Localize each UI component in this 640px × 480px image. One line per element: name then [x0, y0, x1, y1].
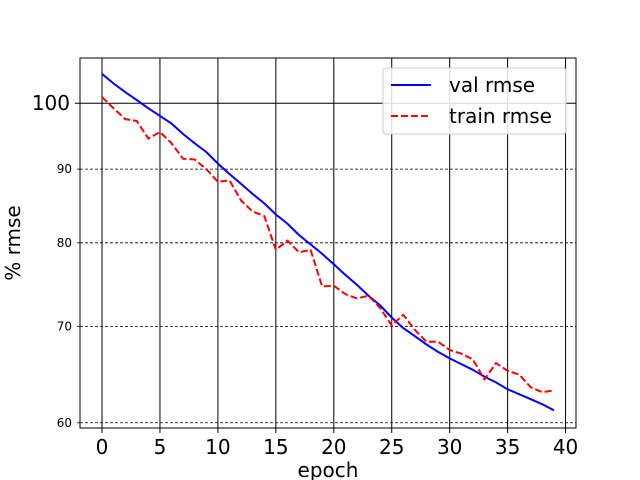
series-line — [101, 73, 555, 412]
legend-label: val rmse — [449, 73, 535, 97]
ticks: 0 5 10 15 20 25 30 35 40 100 60 70 80 90 — [32, 91, 578, 459]
series-line — [101, 96, 555, 394]
x-tick-label: 20 — [321, 435, 346, 459]
y-minor-tick-label: 70 — [57, 319, 72, 333]
x-tick-label: 5 — [154, 435, 167, 459]
x-tick-label: 35 — [495, 435, 520, 459]
x-tick-label: 30 — [437, 435, 462, 459]
y-axis-label: % rmse — [1, 205, 25, 280]
x-axis-label: epoch — [298, 458, 359, 480]
x-tick-label: 10 — [205, 435, 230, 459]
y-minor-tick-label: 80 — [57, 236, 72, 250]
legend-label: train rmse — [449, 104, 552, 128]
y-minor-tick-label: 60 — [57, 416, 72, 430]
x-tick-label: 40 — [553, 435, 578, 459]
x-tick-label: 15 — [263, 435, 288, 459]
y-minor-tick-label: 90 — [57, 162, 72, 176]
y-major-tick-label: 100 — [32, 91, 70, 115]
x-tick-label: 0 — [96, 435, 109, 459]
x-tick-label: 25 — [379, 435, 404, 459]
legend: val rmse train rmse — [382, 67, 567, 135]
series-group — [101, 73, 555, 412]
